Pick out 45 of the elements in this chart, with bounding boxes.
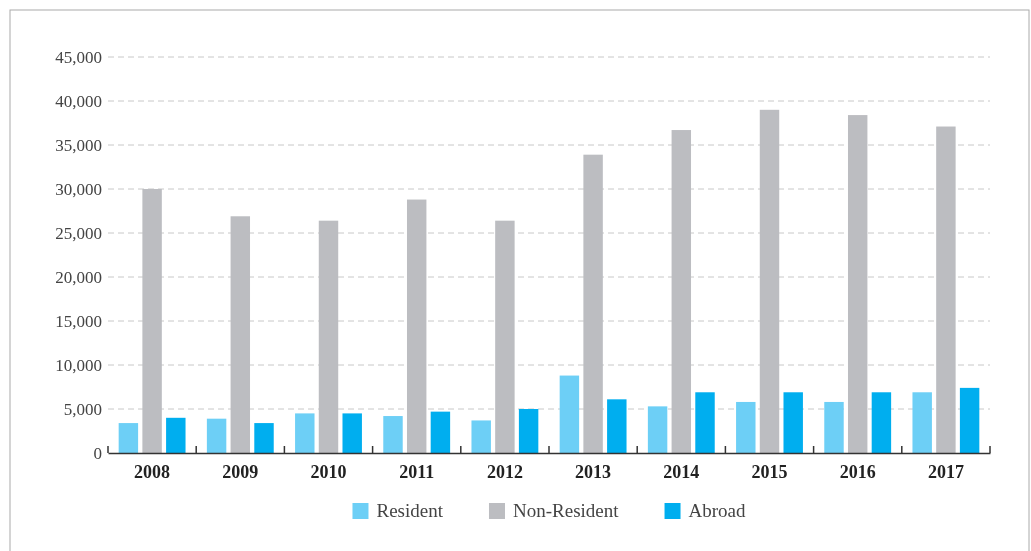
x-tick-label: 2016: [839, 461, 876, 482]
bar: [406, 199, 427, 453]
bar: [471, 420, 491, 453]
y-tick-label: 35,000: [55, 135, 102, 155]
legend-label: Abroad: [688, 500, 747, 521]
bar: [912, 392, 932, 453]
bar: [383, 416, 403, 453]
bar: [607, 399, 627, 453]
bar: [736, 401, 756, 453]
y-tick-label: 25,000: [55, 223, 102, 243]
y-tick-label: 20,000: [55, 267, 102, 287]
bar: [959, 387, 980, 453]
bar: [647, 406, 668, 453]
y-tick-label: 0: [93, 443, 102, 463]
x-tick-label: 2008: [134, 461, 171, 482]
bar: [206, 418, 227, 453]
x-tick-label: 2011: [399, 461, 435, 482]
x-tick-label: 2010: [310, 461, 347, 482]
y-tick-label: 40,000: [55, 91, 102, 111]
x-tick-label: 2012: [486, 461, 523, 482]
bar: [430, 411, 451, 453]
bar: [824, 401, 844, 453]
x-tick-label: 2014: [663, 461, 700, 482]
bar: [559, 375, 580, 453]
bar: [166, 417, 186, 453]
y-tick-label: 45,000: [55, 47, 102, 67]
y-tick-label: 15,000: [55, 311, 102, 331]
bar: [518, 409, 539, 453]
bar: [871, 392, 892, 453]
x-tick-label: 2015: [751, 461, 788, 482]
y-tick-label: 30,000: [55, 179, 102, 199]
y-tick-label: 5,000: [63, 399, 102, 419]
bar: [254, 423, 274, 453]
bar: [783, 392, 803, 453]
bar: [695, 392, 715, 453]
legend-label: Resident: [376, 500, 444, 521]
x-tick-label: 2009: [222, 461, 259, 482]
bar: [342, 413, 362, 453]
y-tick-label: 10,000: [55, 355, 102, 375]
bar: [295, 413, 315, 453]
legend-label: Non-Resident: [512, 500, 620, 521]
bar: [936, 126, 956, 453]
x-tick-label: 2013: [575, 461, 612, 482]
bar: [118, 423, 139, 453]
x-tick-label: 2017: [927, 461, 964, 482]
